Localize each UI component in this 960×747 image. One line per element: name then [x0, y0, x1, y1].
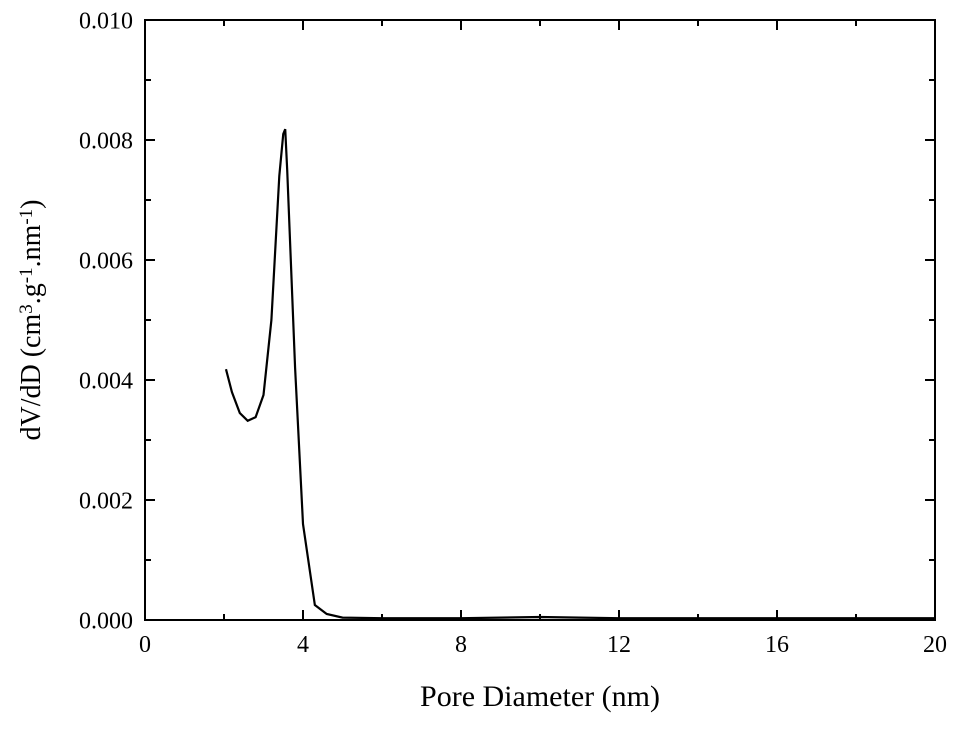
x-tick-label: 16 — [765, 632, 789, 658]
chart-container: 0 4 8 12 16 20 0.000 0.002 0.004 0.006 0.008 0.010 P… — [0, 0, 960, 747]
y-tick-label: 0.008 — [79, 128, 133, 154]
y-tick-label: 0.010 — [79, 8, 133, 34]
y-tick-label: 0.006 — [79, 248, 133, 274]
y-tick-label: 0.000 — [79, 608, 133, 634]
x-tick-label: 4 — [297, 632, 309, 658]
y-tick-label: 0.004 — [79, 368, 133, 394]
x-axis-label: Pore Diameter (nm) — [420, 680, 660, 713]
x-tick-label: 0 — [139, 632, 151, 658]
x-tick-label: 20 — [923, 632, 947, 658]
y-tick-label: 0.002 — [79, 488, 133, 514]
y-axis-label: dV/dD (cm3.g-1.nm-1) — [16, 199, 47, 440]
pore-distribution-chart: 0 4 8 12 16 20 0.000 0.002 0.004 0.006 0.008 0.010 P… — [0, 0, 960, 747]
x-tick-label: 8 — [455, 632, 467, 658]
x-tick-label: 12 — [607, 632, 631, 658]
